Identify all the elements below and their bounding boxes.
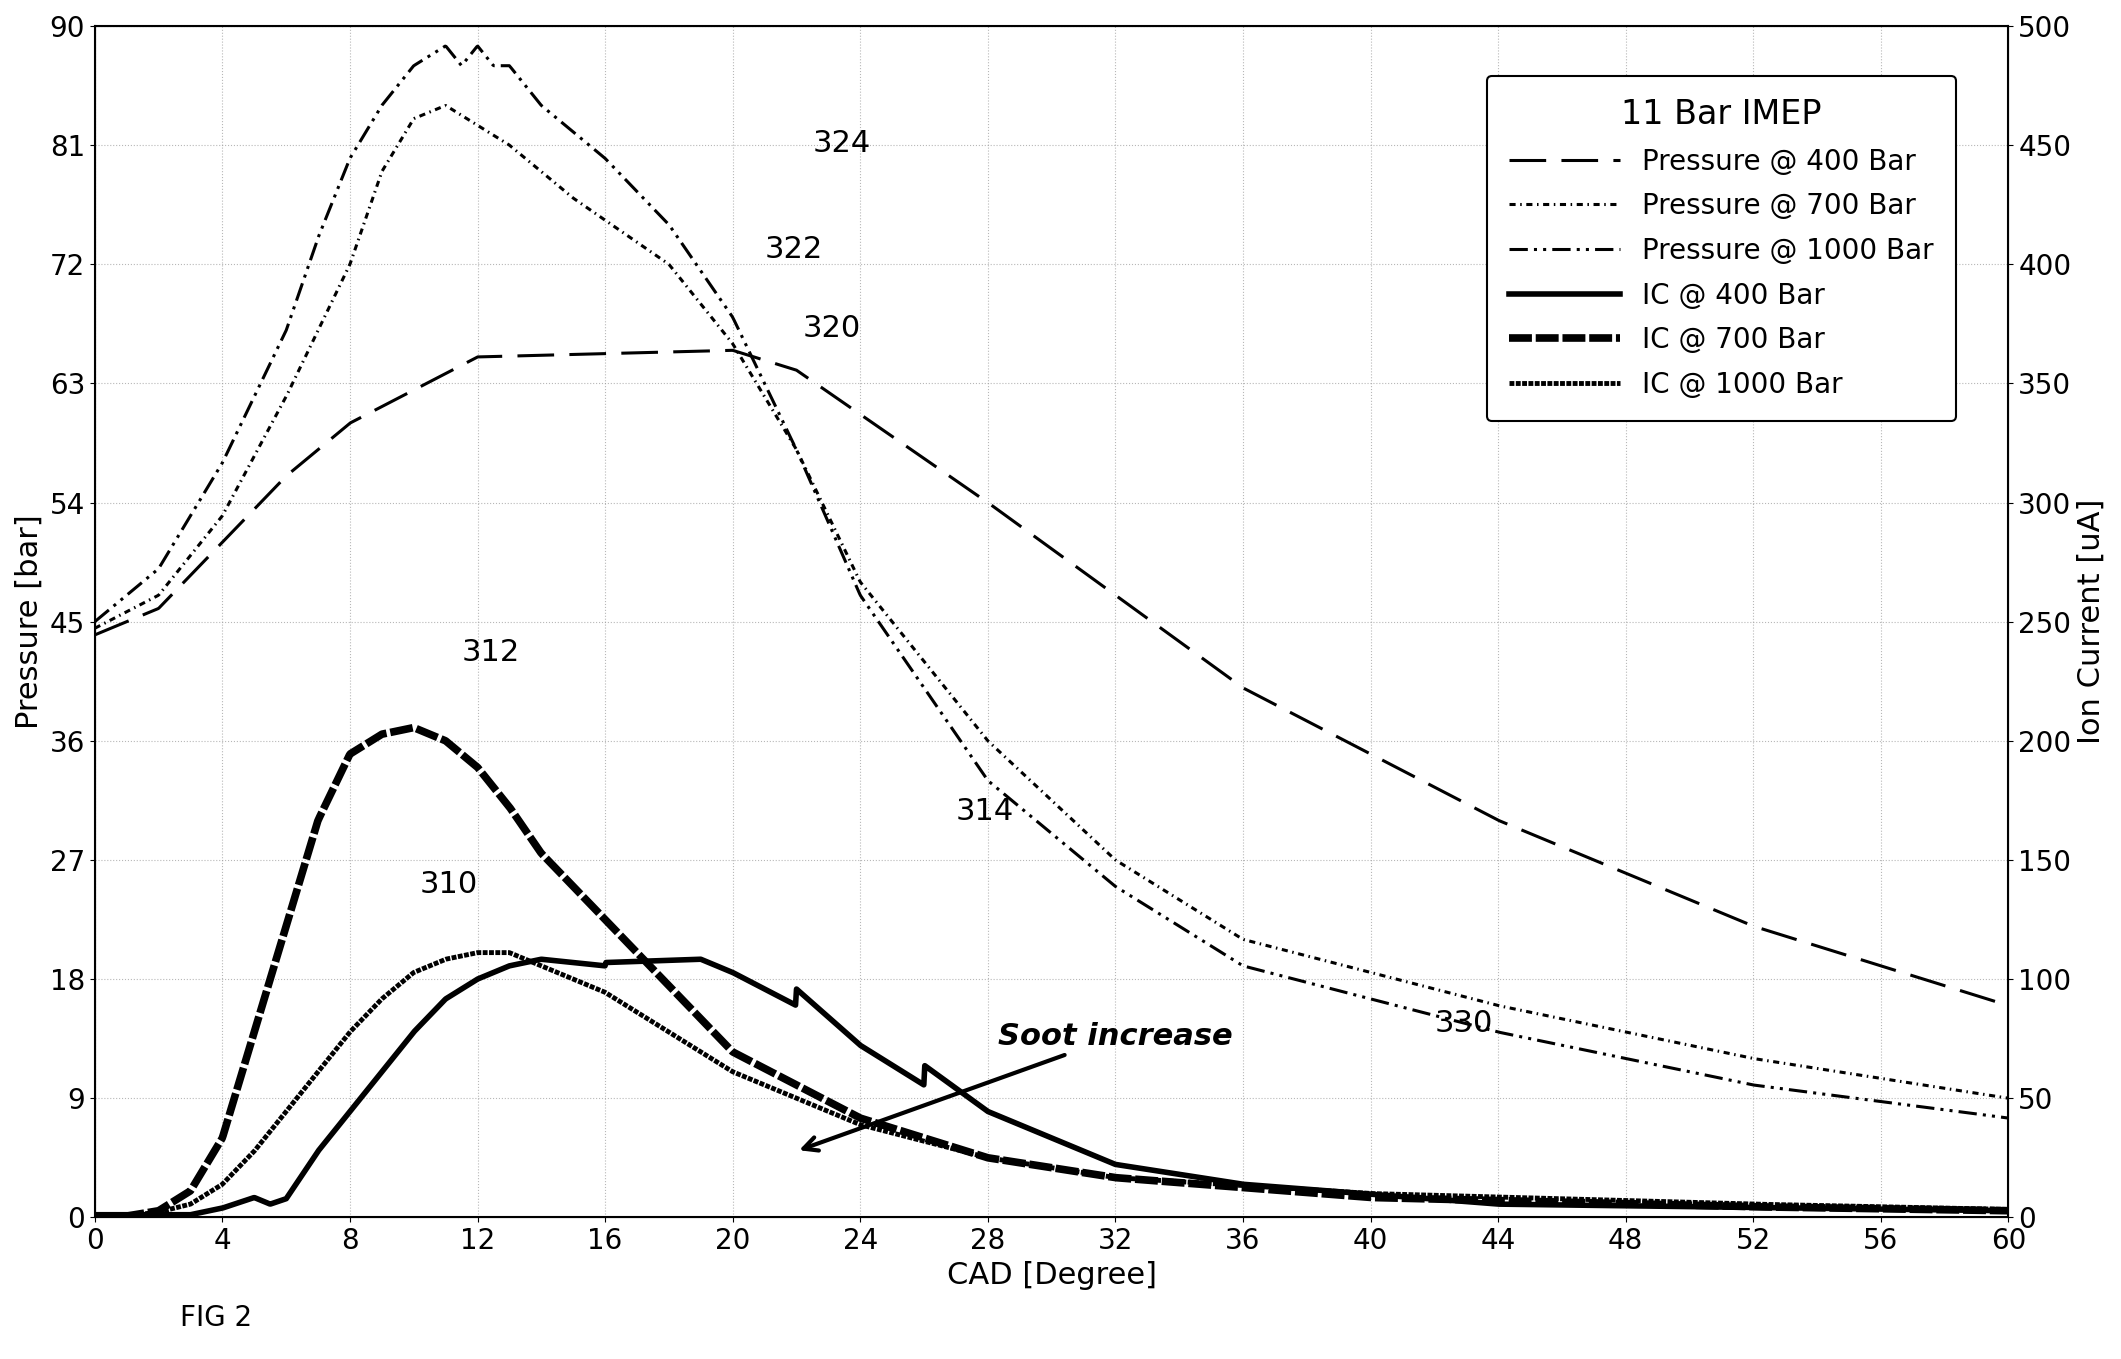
IC @ 400 Bar [1941,1201,1966,1218]
Pressure @ 700 Bar [83,620,108,636]
Pressure @ 400 Bar [719,342,744,359]
Pressure @ 1000 Bar [1996,1110,2021,1127]
IC @ 400 Bar [687,951,713,968]
Line: Pressure @ 400 Bar: Pressure @ 400 Bar [95,351,2009,1006]
Text: 320: 320 [804,314,861,342]
Y-axis label: Pressure [bar]: Pressure [bar] [15,514,45,728]
Pressure @ 400 Bar [1996,998,2021,1014]
IC @ 1000 Bar [1591,1192,1616,1208]
Text: Soot increase: Soot increase [804,1022,1232,1151]
IC @ 1000 Bar [1941,1200,1966,1216]
IC @ 400 Bar [1941,1201,1966,1218]
IC @ 1000 Bar [83,1208,108,1224]
Legend: Pressure @ 400 Bar, Pressure @ 700 Bar, Pressure @ 1000 Bar, IC @ 400 Bar, IC @ : Pressure @ 400 Bar, Pressure @ 700 Bar, … [1487,76,1956,421]
Text: 324: 324 [812,129,870,158]
Line: Pressure @ 700 Bar: Pressure @ 700 Bar [95,106,2009,1098]
IC @ 400 Bar [1014,1120,1039,1136]
Pressure @ 400 Bar [1591,855,1616,871]
Line: Pressure @ 1000 Bar: Pressure @ 1000 Bar [95,46,2009,1118]
Pressure @ 700 Bar [433,98,458,114]
IC @ 700 Bar [401,719,426,735]
Pressure @ 1000 Bar [1941,1102,1966,1118]
Line: IC @ 700 Bar: IC @ 700 Bar [95,727,2009,1216]
Text: 322: 322 [764,235,823,264]
IC @ 700 Bar [963,1146,988,1162]
IC @ 700 Bar [1591,1195,1616,1211]
IC @ 400 Bar [963,1094,988,1110]
IC @ 1000 Bar [1996,1201,2021,1218]
Pressure @ 400 Bar [180,565,206,582]
Pressure @ 700 Bar [1941,1082,1966,1098]
IC @ 400 Bar [1591,1197,1616,1214]
Pressure @ 1000 Bar [1591,1045,1616,1061]
IC @ 400 Bar [1996,1203,2021,1219]
X-axis label: CAD [Degree]: CAD [Degree] [946,1261,1156,1290]
Y-axis label: Ion Current [uA]: Ion Current [uA] [2076,499,2106,745]
IC @ 700 Bar [1941,1201,1966,1218]
IC @ 1000 Bar [180,1195,206,1211]
Text: 312: 312 [462,639,520,667]
Pressure @ 1000 Bar [464,38,490,54]
Pressure @ 700 Bar [1941,1082,1966,1098]
Line: IC @ 400 Bar: IC @ 400 Bar [95,959,2009,1215]
Pressure @ 400 Bar [83,626,108,643]
IC @ 1000 Bar [1014,1155,1039,1171]
Line: IC @ 1000 Bar: IC @ 1000 Bar [95,953,2009,1216]
IC @ 400 Bar [83,1207,108,1223]
Pressure @ 1000 Bar [963,754,988,771]
IC @ 700 Bar [1014,1155,1039,1171]
Pressure @ 700 Bar [1591,1019,1616,1036]
Pressure @ 700 Bar [1014,769,1039,786]
Text: 330: 330 [1434,1008,1493,1038]
Pressure @ 400 Bar [1014,522,1039,538]
IC @ 700 Bar [1996,1203,2021,1219]
IC @ 1000 Bar [464,945,490,961]
Pressure @ 1000 Bar [1014,805,1039,821]
Pressure @ 700 Bar [180,545,206,561]
Pressure @ 400 Bar [1941,980,1966,996]
Pressure @ 400 Bar [1941,980,1966,996]
Pressure @ 1000 Bar [83,613,108,629]
Pressure @ 1000 Bar [180,504,206,520]
IC @ 400 Bar [180,1207,206,1223]
Pressure @ 700 Bar [963,718,988,734]
Text: FIG 2: FIG 2 [180,1303,252,1332]
Text: 310: 310 [420,870,479,900]
Text: 314: 314 [957,798,1014,826]
IC @ 700 Bar [83,1208,108,1224]
IC @ 700 Bar [1941,1201,1966,1218]
IC @ 700 Bar [180,1180,206,1196]
Pressure @ 700 Bar [1996,1090,2021,1106]
Pressure @ 1000 Bar [1941,1104,1966,1120]
Pressure @ 400 Bar [963,487,988,503]
IC @ 1000 Bar [963,1147,988,1163]
IC @ 1000 Bar [1941,1200,1966,1216]
